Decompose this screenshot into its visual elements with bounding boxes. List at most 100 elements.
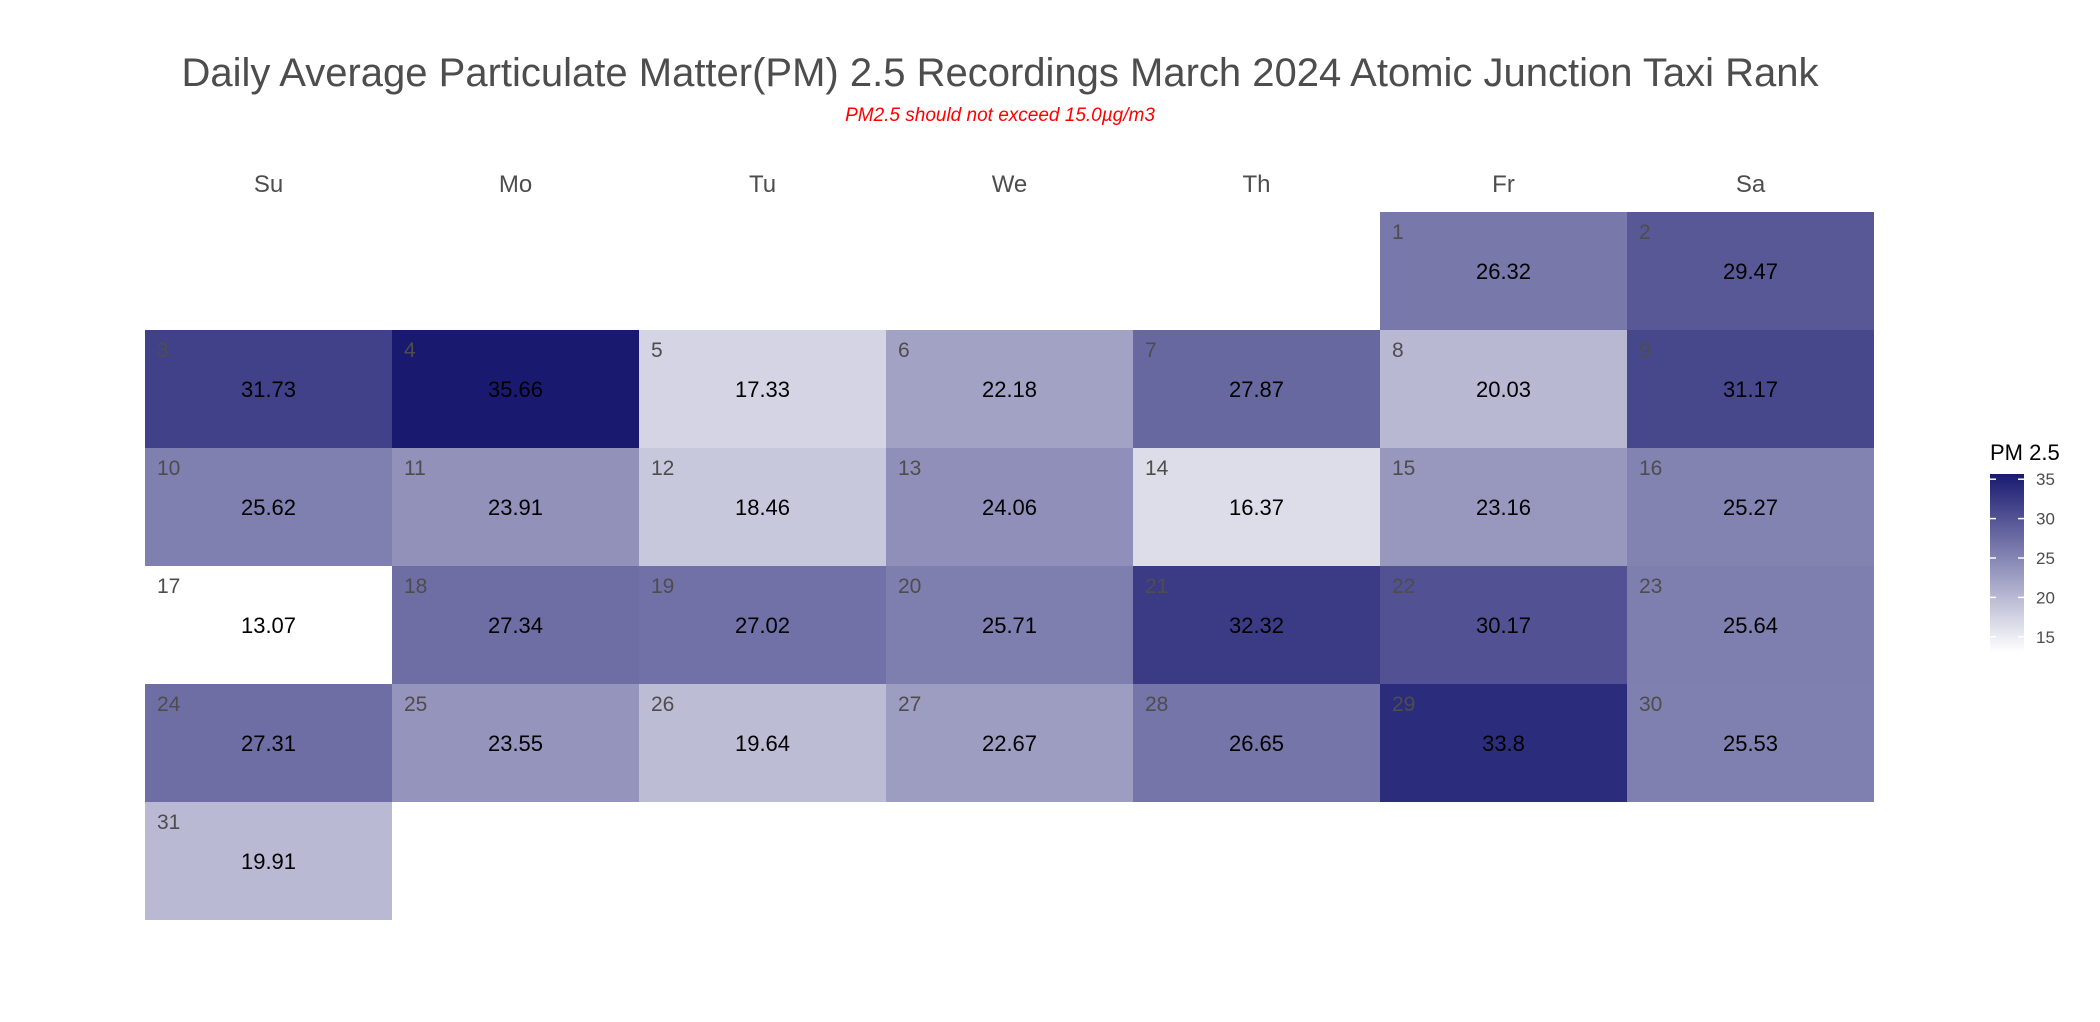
calendar-day-cell: 25 23.55: [392, 684, 639, 802]
calendar-day-cell: 331.73: [145, 330, 392, 448]
pm25-value-label: 27.34: [488, 613, 543, 638]
weekday-header: Su Mo Tu We Th Fr Sa: [254, 171, 1766, 198]
pm25-value-label: 17.33: [735, 377, 790, 402]
color-legend: PM 2.5 15 20 25 30 35: [1990, 440, 2060, 652]
calendar-day-cell: 517.33: [639, 330, 886, 448]
day-tile: [1627, 684, 1874, 802]
pm25-value-label: 25.53: [1723, 731, 1778, 756]
pm25-value-label: 29.47: [1723, 259, 1778, 284]
date-number: 22: [1392, 575, 1415, 598]
day-tile: [886, 448, 1133, 566]
legend-ticks: 15 20 25 30 35: [1990, 470, 2055, 647]
day-tile: [1380, 330, 1627, 448]
date-number: 10: [157, 457, 180, 480]
calendar-day-cell: 820.03: [1380, 330, 1627, 448]
date-number: 7: [1145, 339, 1157, 362]
pm25-value-label: 33.8: [1482, 731, 1525, 756]
calendar-day-cell: 19 27.02: [639, 566, 886, 684]
pm25-value-label: 19.91: [241, 849, 296, 874]
pm25-value-label: 27.87: [1229, 377, 1284, 402]
calendar-day-cell: 13 24.06: [886, 448, 1133, 566]
day-tile: [1627, 448, 1874, 566]
day-tile: [145, 684, 392, 802]
date-number: 27: [898, 693, 921, 716]
date-number: 19: [651, 575, 674, 598]
pm25-value-label: 25.62: [241, 495, 296, 520]
day-tile: [639, 566, 886, 684]
calendar-day-cell: 28 26.65: [1133, 684, 1380, 802]
day-tile: [145, 448, 392, 566]
pm25-value-label: 27.31: [241, 731, 296, 756]
calendar-day-cell: 727.87: [1133, 330, 1380, 448]
calendar-day-cell: 18 27.34: [392, 566, 639, 684]
pm25-value-label: 25.64: [1723, 613, 1778, 638]
day-tile: [639, 684, 886, 802]
legend-tick-label: 15: [2036, 628, 2055, 647]
date-number: 4: [404, 339, 416, 362]
legend-color-bar: [1990, 474, 2024, 652]
day-tile: [886, 566, 1133, 684]
date-number: 20: [898, 575, 921, 598]
weekday-label-su: Su: [254, 171, 283, 198]
day-tile: [1627, 330, 1874, 448]
date-number: 12: [651, 457, 674, 480]
calendar-day-cell: 16 25.27: [1627, 448, 1874, 566]
calendar-day-cell: 24 27.31: [145, 684, 392, 802]
weekday-label-fr: Fr: [1492, 171, 1515, 198]
pm25-value-label: 26.65: [1229, 731, 1284, 756]
day-tile: [392, 448, 639, 566]
calendar-day-cell: 11 23.91: [392, 448, 639, 566]
date-number: 13: [898, 457, 921, 480]
legend-tick-label: 25: [2036, 549, 2055, 568]
pm25-value-label: 26.32: [1476, 259, 1531, 284]
calendar-day-cell: 931.17: [1627, 330, 1874, 448]
day-tile: [392, 684, 639, 802]
date-number: 11: [404, 457, 426, 480]
pm25-value-label: 32.32: [1229, 613, 1284, 638]
weekday-label-mo: Mo: [499, 171, 532, 198]
calendar-day-cell: 30 25.53: [1627, 684, 1874, 802]
calendar-day-cell: 27 22.67: [886, 684, 1133, 802]
day-tile: [639, 448, 886, 566]
date-number: 23: [1639, 575, 1662, 598]
pm25-value-label: 23.55: [488, 731, 543, 756]
pm25-value-label: 19.64: [735, 731, 790, 756]
date-number: 14: [1145, 457, 1169, 480]
calendar-day-cell: 126.32: [1380, 212, 1627, 330]
date-number: 31: [157, 811, 180, 834]
calendar-day-cell: 15 23.16: [1380, 448, 1627, 566]
legend-tick-label: 30: [2036, 510, 2055, 529]
date-number: 21: [1145, 575, 1168, 598]
date-number: 1: [1392, 221, 1404, 244]
day-tile: [1380, 212, 1627, 330]
pm25-value-label: 13.07: [241, 613, 296, 638]
date-number: 6: [898, 339, 910, 362]
pm25-value-label: 27.02: [735, 613, 790, 638]
day-tile: [1627, 212, 1874, 330]
calendar-day-cell: 622.18: [886, 330, 1133, 448]
pm25-value-label: 16.37: [1229, 495, 1284, 520]
date-number: 30: [1639, 693, 1662, 716]
day-tile: [1380, 684, 1627, 802]
day-tile: [1133, 448, 1380, 566]
day-tile: [1627, 566, 1874, 684]
chart-title: Daily Average Particulate Matter(PM) 2.5…: [181, 51, 1819, 95]
day-tile: [1133, 566, 1380, 684]
pm25-value-label: 35.66: [488, 377, 543, 402]
date-number: 29: [1392, 693, 1415, 716]
calendar-grid: 126.32229.47331.73435.66517.33622.18727.…: [145, 212, 1874, 920]
day-tile: [1380, 566, 1627, 684]
weekday-label-we: We: [992, 171, 1028, 198]
legend-tick-label: 35: [2036, 470, 2055, 489]
day-tile: [392, 330, 639, 448]
pm25-value-label: 20.03: [1476, 377, 1531, 402]
legend-tick-label: 20: [2036, 588, 2055, 607]
pm25-value-label: 24.06: [982, 495, 1037, 520]
pm25-value-label: 23.16: [1476, 495, 1531, 520]
date-number: 8: [1392, 339, 1404, 362]
calendar-day-cell: 14 16.37: [1133, 448, 1380, 566]
day-tile: [145, 802, 392, 920]
date-number: 17: [157, 575, 180, 598]
calendar-day-cell: 12 18.46: [639, 448, 886, 566]
